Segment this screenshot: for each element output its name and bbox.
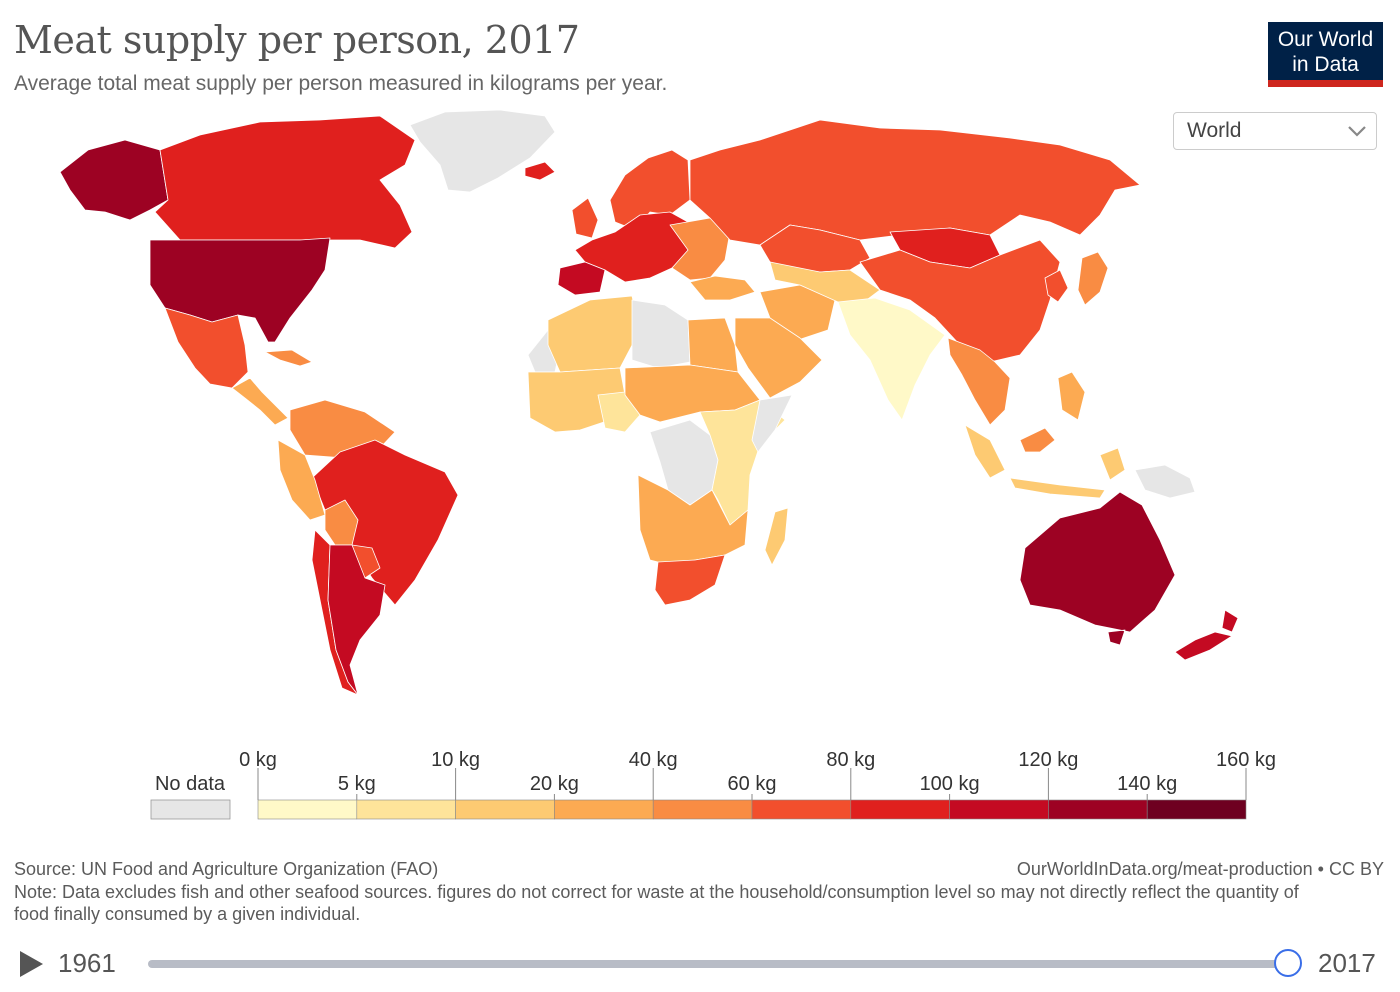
map-region-korea[interactable] (1044, 269, 1069, 303)
map-region-alaska[interactable] (59, 139, 169, 221)
legend-bin[interactable] (850, 799, 950, 820)
map-region-southeast-asia[interactable] (947, 337, 1011, 426)
legend-tick-label: 20 kg (530, 773, 579, 795)
legend-bin[interactable] (1146, 799, 1247, 820)
legend-tick-label: 100 kg (920, 773, 980, 795)
timeline-end-year: 2017 (1318, 948, 1376, 978)
legend-bin[interactable] (751, 799, 852, 820)
map-region-peru[interactable] (277, 439, 326, 521)
map-region-united-kingdom[interactable] (571, 197, 599, 239)
map-region-new-zealand[interactable] (1174, 609, 1239, 661)
map-region-somalia[interactable] (751, 394, 793, 453)
no-data-swatch[interactable] (150, 799, 231, 820)
chart-subtitle: Average total meat supply per person mea… (14, 72, 668, 95)
logo-accent-bar (1268, 80, 1383, 87)
play-icon[interactable] (18, 950, 44, 978)
legend-bin[interactable] (356, 799, 456, 820)
chart-title: Meat supply per person, 2017 (14, 18, 580, 62)
map-region-argentina[interactable] (327, 544, 386, 696)
map-region-mexico[interactable] (164, 307, 249, 389)
map-region-malaysia[interactable] (1019, 427, 1056, 453)
map-region-central-america[interactable] (231, 377, 289, 426)
map-region-russia[interactable] (689, 119, 1141, 246)
map-region-japan[interactable] (1077, 251, 1109, 306)
map-region-turkey[interactable] (689, 275, 756, 301)
legend-bin[interactable] (652, 799, 753, 820)
legend-bin[interactable] (1048, 799, 1148, 820)
legend-bin[interactable] (257, 799, 358, 820)
legend-tick-label: 80 kg (826, 749, 875, 771)
owid-logo[interactable]: Our World in Data (1268, 22, 1383, 87)
source-link[interactable]: OurWorldInData.org/meat-production • CC … (1016, 859, 1384, 879)
map-region-canada[interactable] (154, 115, 416, 249)
legend-tick-label: 40 kg (629, 749, 678, 771)
map-region-australia[interactable] (1019, 491, 1176, 646)
timeline: 1961 2017 (0, 940, 1400, 990)
legend-tick-label: 140 kg (1117, 773, 1177, 795)
map-region-south-africa[interactable] (654, 554, 726, 606)
legend-tick-label: 60 kg (728, 773, 777, 795)
world-map[interactable] (0, 100, 1400, 740)
map-region-nigeria[interactable] (597, 391, 641, 433)
map-region-papua-new-guinea[interactable] (1134, 464, 1196, 499)
source-text: Source: UN Food and Agriculture Organiza… (14, 859, 439, 879)
map-region-china[interactable] (859, 239, 1061, 363)
map-region-southern-africa[interactable] (637, 474, 749, 566)
timeline-handle[interactable] (1274, 949, 1302, 977)
map-region-arabian-peninsula[interactable] (734, 317, 823, 399)
region-select[interactable]: World (1173, 112, 1377, 150)
note-text: Note: Data excludes fish and other seafo… (14, 882, 1299, 924)
region-select-value: World (1187, 119, 1242, 142)
no-data-label: No data (155, 773, 226, 795)
color-legend: No data 0 kg 10 kg 40 kg 80 kg 120 kg 160 kg 5… (150, 749, 1276, 820)
map-region-iceland[interactable] (524, 161, 556, 181)
map-region-indonesia[interactable] (964, 424, 1126, 499)
map-region-north-africa[interactable] (547, 295, 641, 373)
map-region-greenland[interactable] (409, 109, 556, 193)
legend-bin[interactable] (554, 799, 654, 820)
logo-line-1: Our World (1277, 28, 1374, 51)
timeline-start-year: 1961 (58, 948, 116, 978)
map-region-egypt[interactable] (687, 317, 739, 373)
legend-tick-label: 120 kg (1018, 749, 1078, 771)
legend-tick-label: 10 kg (431, 749, 480, 771)
map-region-philippines[interactable] (1057, 371, 1086, 421)
map-region-india[interactable] (837, 297, 946, 421)
legend-tick-label: 160 kg (1216, 749, 1276, 771)
legend-bin[interactable] (949, 799, 1049, 820)
timeline-track[interactable] (148, 960, 1288, 968)
chevron-down-icon (1348, 126, 1366, 137)
map-region-cuba[interactable] (264, 349, 313, 367)
map-region-madagascar[interactable] (764, 507, 789, 566)
map-region-libya[interactable] (631, 299, 691, 369)
legend-tick-label: 5 kg (338, 773, 376, 795)
map-region-spain[interactable] (557, 261, 606, 296)
logo-line-2: in Data (1292, 53, 1359, 76)
legend-tick-label: 0 kg (239, 749, 277, 771)
legend-bin[interactable] (455, 799, 555, 820)
